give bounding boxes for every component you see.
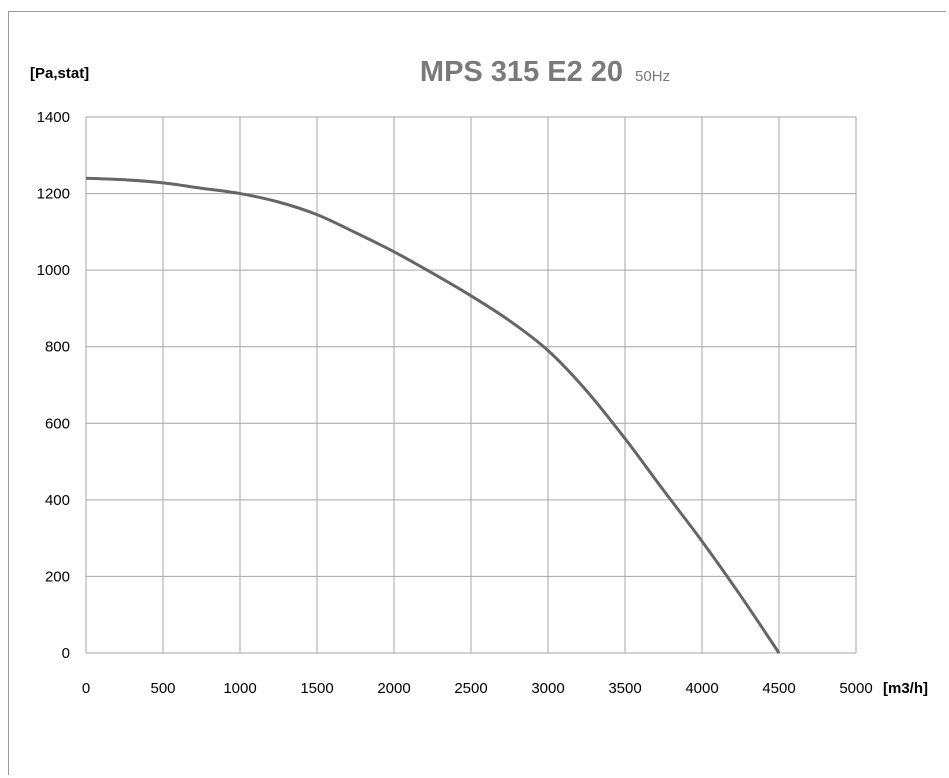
y-tick-label: 1000 [37,262,70,279]
y-tick-label: 0 [62,645,70,662]
y-tick-label: 1200 [37,186,70,203]
chart-title: MPS 315 E2 20 [420,56,623,88]
x-tick-label: 2500 [454,680,487,697]
x-tick-label: 2000 [377,680,410,697]
y-tick-label: 200 [45,568,70,585]
x-tick-labels: 0 500 1000 1500 2000 2500 3000 3500 4000 4500 5000 [82,680,873,697]
x-tick-label: 500 [150,680,175,697]
y-tick-label: 400 [45,492,70,509]
grid [85,116,857,654]
y-tick-label: 600 [45,415,70,432]
y-tick-label: 800 [45,339,70,356]
x-tick-label: 4500 [762,680,795,697]
x-tick-label: 3500 [608,680,641,697]
y-tick-label: 1400 [37,109,70,126]
x-tick-label: 0 [82,680,90,697]
chart-frame [8,11,946,775]
series-layer [85,176,781,654]
x-tick-label: 1000 [223,680,256,697]
x-tick-label: 5000 [839,680,872,697]
x-tick-label: 1500 [300,680,333,697]
x-tick-label: 3000 [531,680,564,697]
x-axis-label: [m3/h] [883,680,928,697]
y-tick-labels: 0 200 400 600 800 1000 1200 1400 [37,109,70,662]
y-axis-label: [Pa,stat] [30,65,89,82]
chart-subtitle: 50Hz [635,68,670,85]
chart-title-group: MPS 315 E2 20 50Hz [420,56,670,88]
x-tick-label: 4000 [685,680,718,697]
series-line-0 [85,176,781,654]
